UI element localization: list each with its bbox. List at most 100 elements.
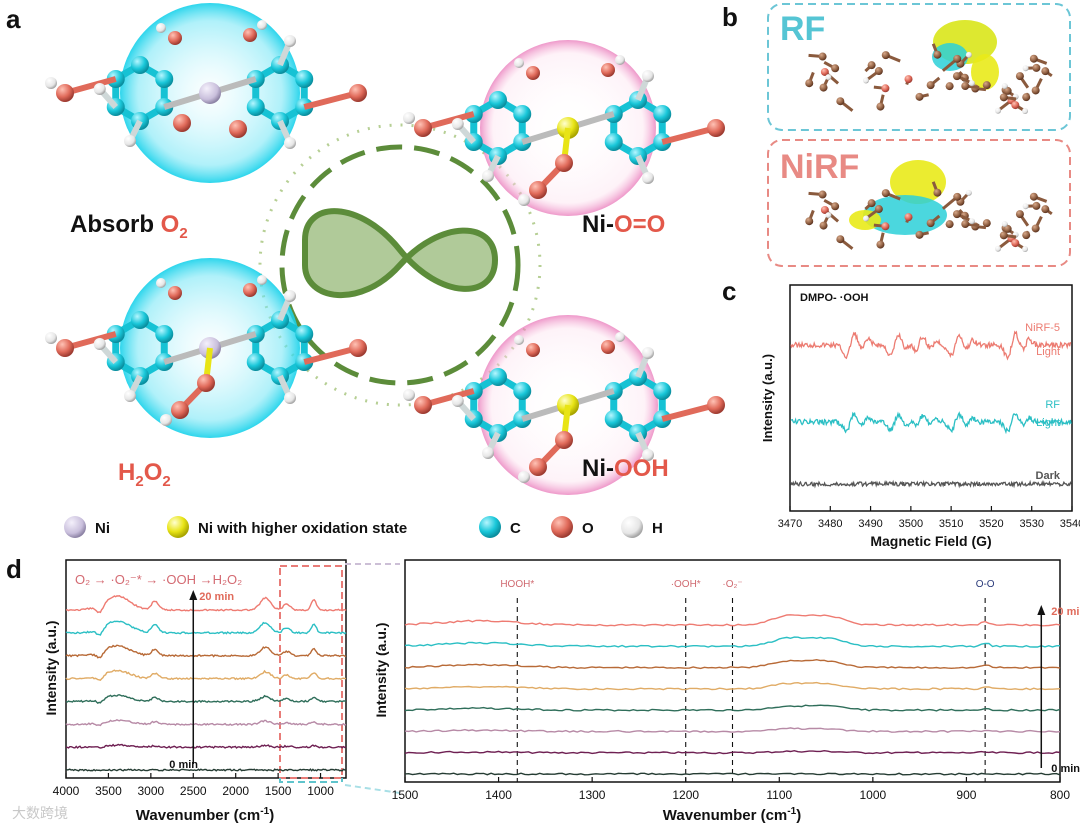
atom	[961, 82, 969, 90]
atom	[1032, 64, 1040, 72]
hydrogen-atom	[1023, 65, 1029, 71]
carbon-atom	[653, 105, 671, 123]
rf-structure	[805, 20, 1052, 114]
oxygen-atom	[555, 154, 573, 172]
atom	[916, 93, 924, 101]
atom	[905, 213, 913, 221]
hydrogen-atom	[642, 347, 654, 359]
oxygen-atom	[414, 119, 432, 137]
x-tick-label: 3540	[1060, 518, 1080, 530]
epr-xlabel: Magnetic Field (G)	[870, 533, 991, 549]
epr-series-label: NiRF-5	[1025, 322, 1060, 334]
atom	[875, 205, 883, 213]
hydrogen-atom	[452, 118, 464, 130]
hydrogen-atom	[257, 275, 267, 285]
oxygen-atom	[529, 181, 547, 199]
atom	[882, 51, 890, 59]
hydrogen-atom	[403, 389, 415, 401]
x-tick-label: 3510	[939, 518, 963, 530]
infinity-symbol	[305, 211, 495, 295]
nickel-atom	[199, 82, 221, 104]
oxygen-atom	[243, 283, 257, 297]
x-tick-label: 3000	[137, 784, 164, 798]
atom	[946, 82, 954, 90]
epr-series-nirf-5	[791, 332, 1071, 359]
atom	[820, 222, 828, 230]
x-tick-label: 3530	[1019, 518, 1043, 530]
atom	[953, 72, 961, 80]
atom	[1032, 86, 1040, 94]
atom	[1011, 239, 1019, 247]
atom	[927, 219, 935, 227]
oxygen-atom	[526, 66, 540, 80]
watermark: 大数跨境	[12, 805, 68, 821]
carbon-atom	[513, 382, 531, 400]
x-tick-label: 1500	[265, 784, 292, 798]
x-tick-label: 1100	[766, 788, 792, 802]
marker-label: HOOH*	[500, 579, 534, 590]
x-tick-label: 3500	[899, 518, 923, 530]
marker-label: ·O₂⁻	[722, 579, 742, 590]
hydrogen-atom	[518, 194, 530, 206]
x-tick-label: 3500	[95, 784, 122, 798]
atom	[953, 193, 961, 201]
hydrogen-atom	[257, 20, 267, 30]
atom	[905, 75, 913, 83]
time-label-top: 20 min	[199, 591, 234, 603]
ftir-series	[66, 744, 346, 748]
hydrogen-atom	[969, 80, 975, 86]
epr-ylabel: Intensity (a.u.)	[760, 354, 775, 442]
label-ni-o2: Ni-O=O	[582, 211, 665, 238]
atom	[1030, 55, 1038, 63]
hydrogen-atom	[160, 414, 172, 426]
atom	[1032, 202, 1040, 210]
ftir-left-ylabel: Intensity (a.u.)	[43, 621, 59, 716]
hydrogen-atom	[284, 290, 296, 302]
ftir-series	[66, 670, 346, 680]
oxygen-atom	[243, 28, 257, 42]
time-label-bottom: 0 min	[1051, 763, 1080, 775]
hydrogen-atom	[45, 77, 57, 89]
epr-title: DMPO- ·OOH	[800, 292, 868, 304]
hydrogen-atom	[825, 212, 831, 218]
carbon-atom	[605, 410, 623, 428]
panel-label-c: c	[722, 276, 736, 306]
hydrogen-atom	[1022, 246, 1028, 252]
carbon-atom	[247, 98, 265, 116]
molecule-ni-o2	[403, 40, 725, 216]
oxygen-atom	[197, 374, 215, 392]
ftir-series	[66, 621, 346, 635]
carbon-atom	[155, 70, 173, 88]
atom	[927, 81, 935, 89]
panel-label-d: d	[6, 554, 22, 584]
legend-label: Ni with higher oxidation state	[198, 520, 407, 537]
atom	[916, 231, 924, 239]
hydrogen-atom	[94, 338, 106, 350]
time-label-top: 20 min	[1051, 606, 1080, 618]
oxygen-atom	[555, 431, 573, 449]
atom	[881, 222, 889, 230]
marker-label: O-O	[976, 579, 995, 590]
oxygen-atom	[529, 458, 547, 476]
hydrogen-atom	[156, 23, 166, 33]
label-absorb-o2: Absorb O2	[70, 211, 188, 242]
carbon-atom	[605, 133, 623, 151]
hydrogen-atom	[863, 78, 869, 84]
atom	[819, 53, 827, 61]
epr-chart: 34703480349035003510352035303540NiRF-5Li…	[778, 322, 1080, 530]
atom	[1022, 231, 1030, 239]
rf-label: RF	[780, 10, 825, 48]
atom	[1011, 101, 1019, 109]
ftir-left-xlabel: Wavenumber (cm-1)	[136, 806, 274, 824]
oxygen-atom	[707, 396, 725, 414]
hydrogen-atom	[966, 190, 972, 196]
atom	[875, 67, 883, 75]
atom	[946, 220, 954, 228]
oxygen-atom	[168, 31, 182, 45]
carbon-atom	[513, 105, 531, 123]
carbon-atom	[247, 353, 265, 371]
hydrogen-atom	[124, 390, 136, 402]
ftir-right-xlabel: Wavenumber (cm-1)	[663, 806, 801, 824]
oxygen-atom	[229, 120, 247, 138]
